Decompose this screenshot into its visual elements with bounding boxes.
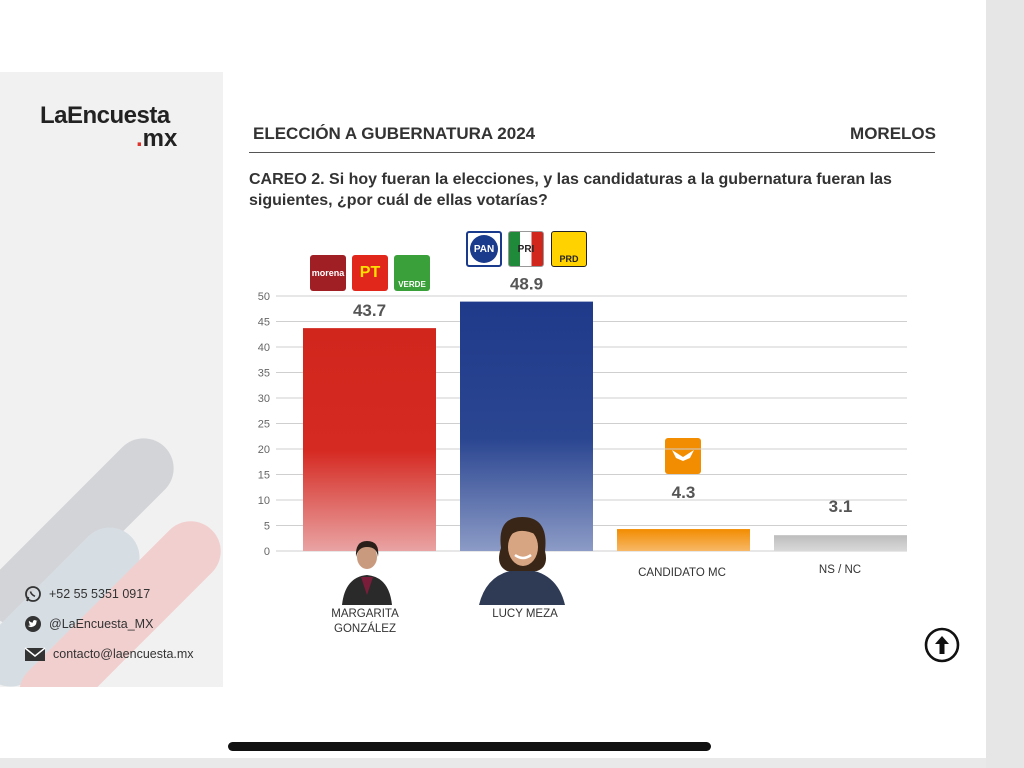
brand-name-top: LaEncuesta [40, 102, 170, 129]
mc-logo [665, 438, 701, 474]
y-tick-label: 15 [258, 470, 270, 482]
page-title: ELECCIÓN A GUBERNATURA 2024 [253, 124, 536, 143]
contact-email[interactable]: contacto@laencuesta.mx [24, 645, 194, 663]
arrow-up-circle-icon[interactable] [924, 627, 960, 663]
window-edge [986, 0, 1024, 768]
eagle-icon [672, 450, 694, 461]
brand-dot: . [136, 125, 143, 152]
candidate-label-margarita: MARGARITA GONZÁLEZ [331, 608, 399, 635]
twitter-handle: @LaEncuesta_MX [49, 617, 154, 631]
prd-text: PRD [559, 254, 579, 264]
pri-logo: PRI [508, 231, 544, 267]
y-tick-label: 10 [258, 495, 270, 507]
verde-logo: VERDE [394, 255, 430, 291]
contact-twitter[interactable]: @LaEncuesta_MX [24, 615, 153, 633]
y-tick-label: 40 [258, 342, 270, 354]
candidate-photo-lucy [479, 517, 565, 605]
region-label: MORELOS [850, 124, 936, 143]
verde-text: VERDE [398, 280, 426, 289]
contact-whatsapp[interactable]: +52 55 5351 0917 [24, 585, 150, 603]
bar-1 [460, 301, 593, 551]
data-label-2: 4.3 [672, 483, 696, 502]
y-tick-label: 25 [258, 419, 270, 431]
email-address: contacto@laencuesta.mx [53, 647, 194, 661]
pan-text: PAN [470, 235, 498, 263]
pri-text: PRI [517, 243, 535, 255]
mail-icon [24, 647, 46, 661]
home-indicator[interactable] [228, 742, 711, 751]
pt-text: PT [359, 264, 381, 281]
bar-chart: 0 5 10 15 20 25 30 35 40 45 50 43.7 48.9 4.3 3.1 [258, 275, 907, 558]
candidate-label-lucy: LUCY MEZA [492, 608, 558, 620]
y-tick-label: 5 [264, 521, 270, 533]
y-tick-label: 50 [258, 291, 270, 303]
whatsapp-number: +52 55 5351 0917 [49, 587, 151, 601]
twitter-icon [25, 616, 41, 632]
bar-2 [617, 529, 750, 551]
prd-logo: PRD [551, 231, 587, 267]
candidate-label-nsnc: NS / NC [818, 564, 862, 576]
candidate-photo-margarita [342, 541, 392, 605]
bar-0 [303, 328, 436, 551]
y-tick-label: 45 [258, 317, 270, 329]
header-divider [249, 152, 935, 153]
y-tick-label: 0 [264, 546, 270, 558]
pt-logo: PT [352, 255, 388, 291]
morena-logo: morena [310, 255, 346, 291]
morena-text: morena [311, 268, 345, 278]
whatsapp-icon [25, 586, 41, 602]
y-tick-label: 30 [258, 393, 270, 405]
brand-logo: LaEncuesta .mx [40, 102, 178, 152]
y-tick-label: 35 [258, 368, 270, 380]
bar-3 [774, 535, 907, 551]
data-label-3: 3.1 [829, 497, 853, 516]
data-label-1: 48.9 [510, 275, 543, 294]
survey-question: CAREO 2. Si hoy fueran la elecciones, y … [249, 171, 892, 209]
candidate-label-mc: CANDIDATO MC [638, 567, 726, 579]
y-tick-label: 20 [258, 444, 270, 456]
slide: LaEncuesta .mx +52 55 5351 0917 @LaEncue… [0, 0, 986, 758]
sidebar: LaEncuesta .mx +52 55 5351 0917 @LaEncue… [0, 72, 223, 687]
brand-name-bottom: mx [142, 125, 178, 152]
data-label-0: 43.7 [353, 301, 386, 320]
pan-logo: PAN [466, 231, 502, 267]
